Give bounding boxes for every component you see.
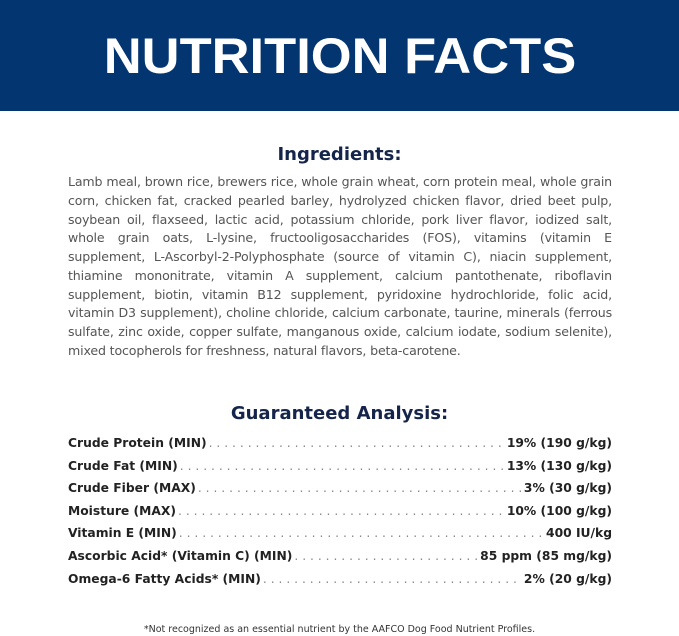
- nutrient-label: Moisture (MAX): [68, 503, 177, 518]
- analysis-row: Omega-6 Fatty Acids* (MIN) 2% (20 g/kg): [68, 572, 612, 595]
- footnote: *Not recognized as an essential nutrient…: [143, 624, 536, 635]
- nutrient-value: 10% (100 g/kg): [506, 503, 612, 518]
- nutrient-value: 400 IU/kg: [546, 526, 612, 541]
- nutrient-label: Crude Protein (MIN): [68, 436, 207, 450]
- guaranteed-analysis-heading: Guaranteed Analysis:: [230, 403, 449, 424]
- nutrient-label: Omega-6 Fatty Acids* (MIN): [68, 571, 261, 586]
- ingredients-heading: Ingredients:: [277, 144, 402, 165]
- dot-leader: [209, 436, 505, 450]
- dot-leader: [294, 549, 478, 563]
- nutrient-value: 3% (30 g/kg): [523, 481, 612, 496]
- analysis-row: Crude Fat (MIN) 13% (130 g/kg): [68, 459, 612, 482]
- analysis-row: Crude Protein (MIN) 19% (190 g/kg): [68, 436, 612, 459]
- dot-leader: [179, 526, 544, 540]
- dot-leader: [198, 481, 522, 495]
- guaranteed-analysis-table: Crude Protein (MIN) 19% (190 g/kg) Crude …: [68, 436, 612, 594]
- dot-leader: [180, 459, 505, 473]
- analysis-row: Crude Fiber (MAX) 3% (30 g/kg): [68, 481, 612, 504]
- nutrient-label: Crude Fiber (MAX): [68, 481, 196, 496]
- nutrient-value: 19% (190 g/kg): [506, 436, 612, 450]
- nutrient-label: Crude Fat (MIN): [68, 458, 178, 473]
- nutrient-label: Ascorbic Acid* (Vitamin C) (MIN): [68, 548, 293, 563]
- analysis-row: Moisture (MAX) 10% (100 g/kg): [68, 504, 612, 527]
- nutrient-value: 85 ppm (85 mg/kg): [480, 548, 612, 563]
- nutrient-value: 2% (20 g/kg): [523, 571, 612, 586]
- page-title: NUTRITION FACTS: [103, 27, 576, 84]
- nutrient-label: Vitamin E (MIN): [68, 526, 177, 541]
- dot-leader: [178, 504, 505, 518]
- title-banner: NUTRITION FACTS: [0, 0, 679, 111]
- analysis-row: Vitamin E (MIN) 400 IU/kg: [68, 526, 612, 549]
- ingredients-text: Lamb meal, brown rice, brewers rice, who…: [68, 174, 612, 358]
- nutrient-value: 13% (130 g/kg): [506, 458, 612, 473]
- analysis-row: Ascorbic Acid* (Vitamin C) (MIN) 85 ppm (…: [68, 549, 612, 572]
- dot-leader: [263, 572, 522, 586]
